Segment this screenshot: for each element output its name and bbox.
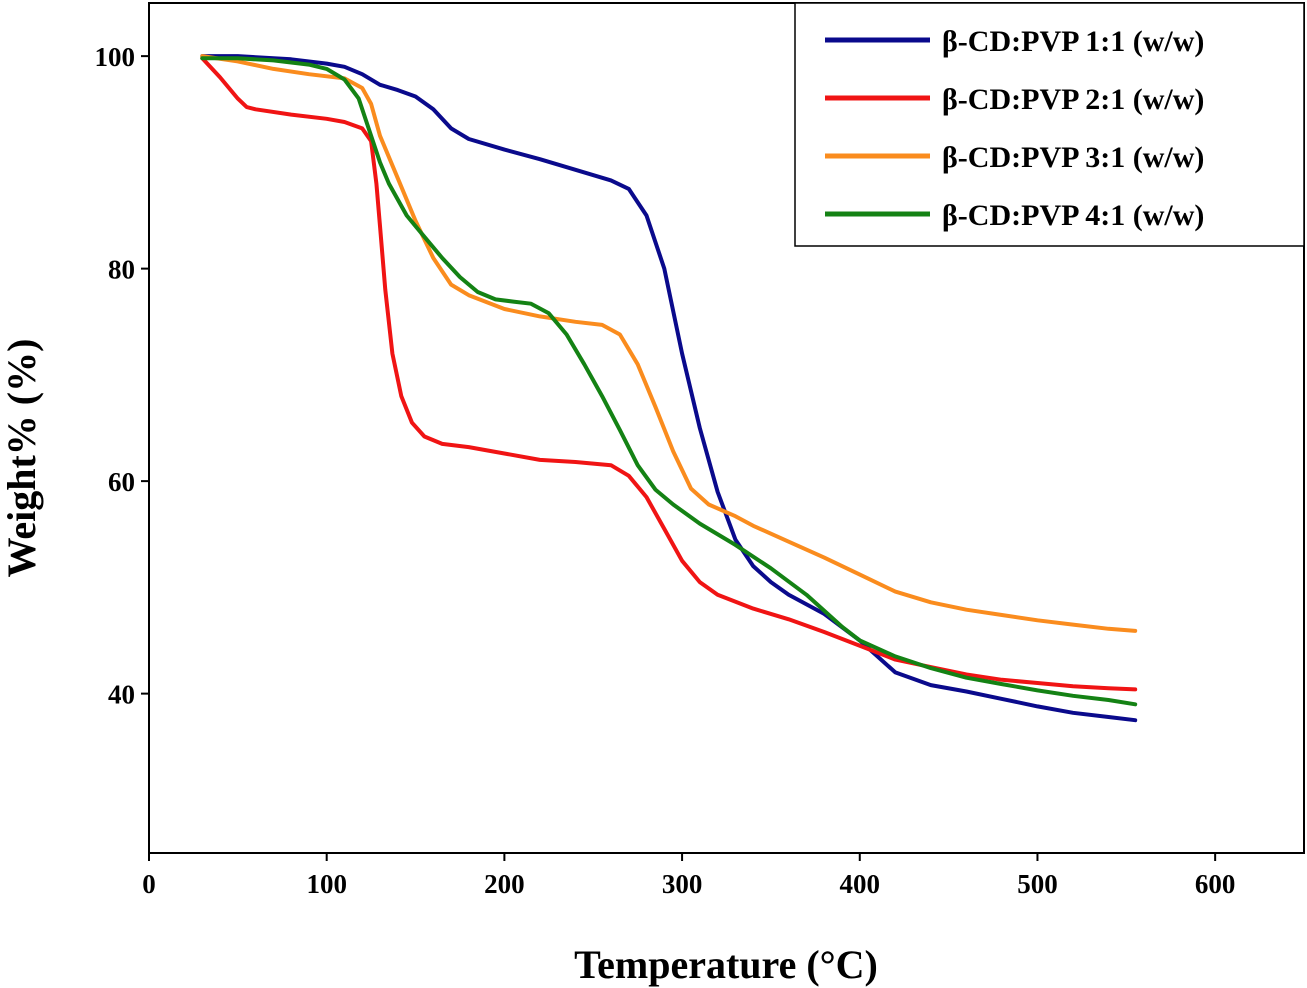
plot-frame bbox=[148, 2, 1305, 854]
legend-box bbox=[794, 2, 1305, 247]
y-axis-title: Weight% (%) bbox=[0, 339, 44, 578]
x-tick-label: 100 bbox=[306, 869, 347, 899]
x-tick-label: 300 bbox=[662, 869, 703, 899]
x-tick-label: 600 bbox=[1195, 869, 1236, 899]
series-line-1 bbox=[200, 54, 1138, 723]
legend-label-4: β-CD:PVP 4:1 (w/w) bbox=[942, 199, 1204, 232]
legend-label-1: β-CD:PVP 1:1 (w/w) bbox=[942, 25, 1204, 58]
legend-label-2: β-CD:PVP 2:1 (w/w) bbox=[942, 83, 1204, 116]
legend-items: β-CD:PVP 1:1 (w/w) β-CD:PVP 2:1 (w/w) β-CD… bbox=[825, 25, 1204, 232]
x-axis-title: Temperature (°C) bbox=[574, 942, 878, 987]
x-tick-label: 500 bbox=[1017, 869, 1058, 899]
series-line-3 bbox=[200, 54, 1138, 633]
x-tick-label: 400 bbox=[840, 869, 881, 899]
x-tick-label: 0 bbox=[142, 869, 156, 899]
x-tick-label: 200 bbox=[484, 869, 525, 899]
series-lines bbox=[200, 54, 1138, 723]
legend-label-3: β-CD:PVP 3:1 (w/w) bbox=[942, 141, 1204, 174]
y-tick-label: 60 bbox=[108, 467, 135, 497]
legend: β-CD:PVP 1:1 (w/w) β-CD:PVP 2:1 (w/w) β-CD… bbox=[794, 2, 1305, 247]
x-axis-ticks: 0 100 200 300 400 500 600 bbox=[142, 853, 1235, 899]
y-tick-label: 80 bbox=[108, 255, 135, 285]
y-axis-ticks: 40 60 80 100 bbox=[95, 42, 149, 710]
y-tick-label: 40 bbox=[108, 680, 135, 710]
y-tick-label: 100 bbox=[95, 42, 136, 72]
series-line-4 bbox=[200, 56, 1138, 707]
